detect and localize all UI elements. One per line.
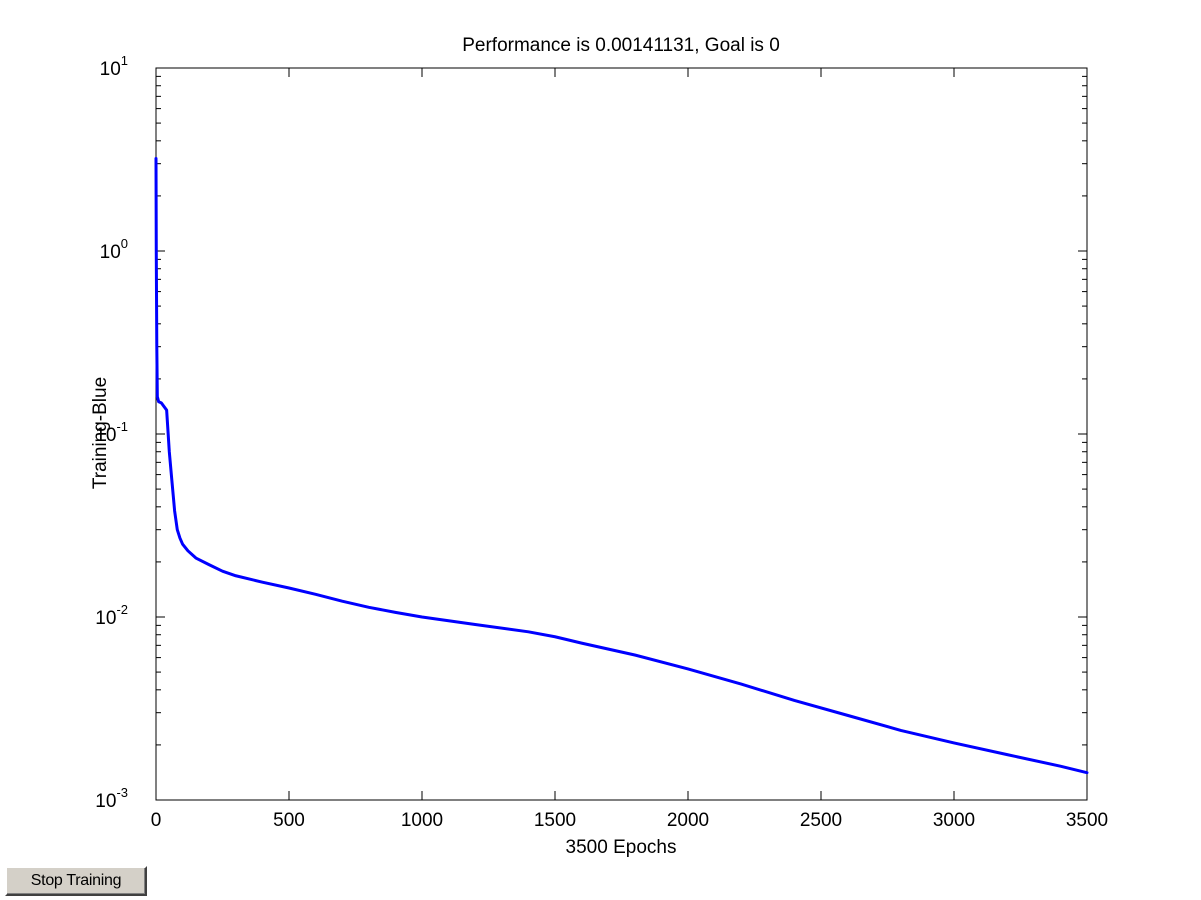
x-tick-label: 1500 — [534, 810, 576, 831]
y-tick-label: 100 — [100, 236, 128, 263]
y-axis-label: Training-Blue — [90, 377, 111, 489]
plot-area: 0 500 1000 1500 2000 2500 3000 3500 101 100 10-1 10… — [95, 53, 1108, 831]
x-tick-label: 2500 — [800, 810, 842, 831]
x-tick-label: 500 — [273, 810, 305, 831]
chart-title: Performance is 0.00141131, Goal is 0 — [462, 35, 780, 56]
x-tick-label: 1000 — [401, 810, 443, 831]
y-tick-label: 101 — [100, 53, 128, 80]
x-tick-label: 2000 — [667, 810, 709, 831]
x-axis-label: 3500 Epochs — [566, 837, 677, 858]
training-series-line — [154, 157, 1089, 775]
y-tick-label: 10-1 — [95, 419, 128, 446]
x-tick-label: 3000 — [933, 810, 975, 831]
axes-box — [155, 67, 1088, 801]
stop-training-button[interactable]: Stop Training — [5, 866, 147, 896]
y-tick-label: 10-3 — [95, 785, 128, 812]
x-tick-label: 3500 — [1066, 810, 1108, 831]
x-tick-label: 0 — [151, 810, 162, 831]
y-tick-label: 10-2 — [95, 602, 128, 629]
